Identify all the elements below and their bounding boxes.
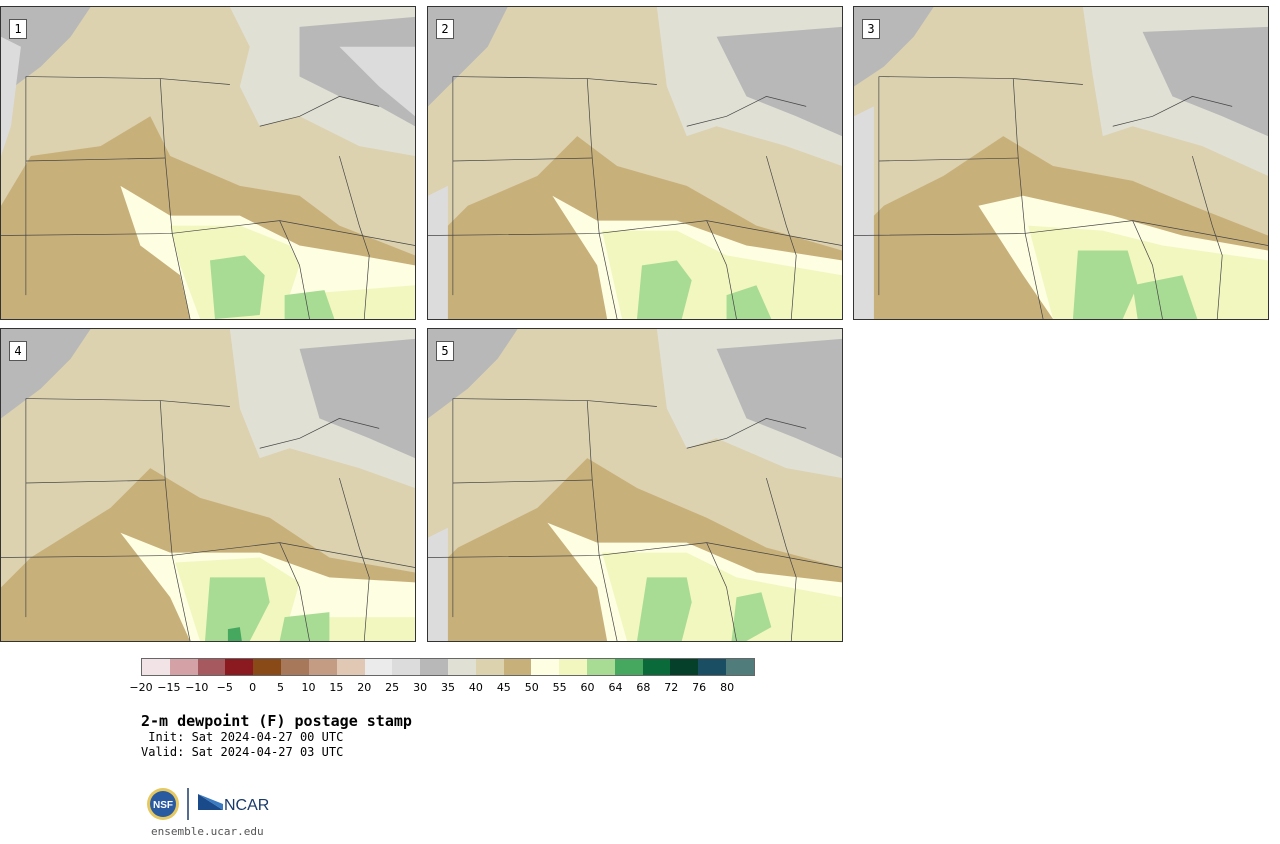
map-panel-1[interactable]: 1 <box>0 6 416 320</box>
map-panel-2[interactable]: 2 <box>427 6 843 320</box>
dewpoint-map-2 <box>428 7 842 319</box>
colorbar-swatch <box>475 659 504 675</box>
colorbar-tick-label: −15 <box>157 681 181 694</box>
colorbar-swatch <box>336 659 365 675</box>
colorbar-tick-label: −20 <box>129 681 153 694</box>
colorbar-swatch <box>225 659 254 675</box>
product-title: 2-m dewpoint (F) postage stamp <box>141 712 412 730</box>
colorbar-tick-label: 0 <box>249 681 257 694</box>
init-time: Init: Sat 2024-04-27 00 UTC <box>141 730 344 744</box>
colorbar-tick-label: 30 <box>413 681 428 694</box>
colorbar-swatch <box>531 659 560 675</box>
map-panel-3[interactable]: 3 <box>853 6 1269 320</box>
colorbar-tick-label: 40 <box>468 681 483 694</box>
nsf-logo-text: NSF <box>153 800 173 811</box>
colorbar-tick-label: 55 <box>552 681 567 694</box>
map-panel-4[interactable]: 4 <box>0 328 416 642</box>
ncar-logo-text: NCAR <box>224 797 269 814</box>
colorbar-swatch <box>559 659 587 675</box>
colorbar-tick-label: 15 <box>329 681 344 694</box>
colorbar-tick-label: 50 <box>524 681 539 694</box>
colorbar-swatch <box>503 659 532 675</box>
colorbar-swatch <box>364 659 393 675</box>
colorbar-swatch <box>698 659 727 675</box>
colorbar <box>141 658 755 676</box>
colorbar-swatch <box>670 659 699 675</box>
panel-number: 5 <box>436 341 454 361</box>
map-panel-5[interactable]: 5 <box>427 328 843 642</box>
valid-time: Valid: Sat 2024-04-27 03 UTC <box>141 745 344 759</box>
colorbar-tick-label: 20 <box>357 681 372 694</box>
colorbar-swatch <box>420 659 448 675</box>
colorbar-swatch <box>614 659 643 675</box>
colorbar-tick-label: 45 <box>496 681 511 694</box>
title-block: 2-m dewpoint (F) postage stamp Init: Sat… <box>141 712 412 760</box>
panel-number: 3 <box>862 19 880 39</box>
colorbar-tick-label: 80 <box>720 681 735 694</box>
dewpoint-map-4 <box>1 329 415 641</box>
colorbar-swatch <box>587 659 615 675</box>
colorbar-tick-label: 5 <box>277 681 285 694</box>
colorbar-tick-label: −5 <box>216 681 233 694</box>
colorbar-tick-label: 76 <box>692 681 707 694</box>
colorbar-swatch <box>281 659 309 675</box>
panel-number: 4 <box>9 341 27 361</box>
colorbar-swatch <box>642 659 671 675</box>
dewpoint-map-1 <box>1 7 415 319</box>
colorbar-tick-label: 60 <box>580 681 595 694</box>
colorbar-tick-label: 72 <box>664 681 679 694</box>
colorbar-swatch <box>169 659 198 675</box>
colorbar-swatch <box>142 659 170 675</box>
colorbar-tick-label: 10 <box>301 681 316 694</box>
colorbar-ticks: −20 −15 −10 −5 0 5 10 15 20 25 30 35 40 45 50 55 60 64 68 7… <box>129 681 755 695</box>
nsf-ncar-logo: NSF NCAR <box>145 786 275 822</box>
dewpoint-map-5 <box>428 329 842 641</box>
colorbar-swatch <box>253 659 282 675</box>
colorbar-tick-label: 64 <box>608 681 623 694</box>
panel-number: 1 <box>9 19 27 39</box>
colorbar-tick-label: −10 <box>185 681 209 694</box>
colorbar-swatch <box>197 659 226 675</box>
dewpoint-map-3 <box>854 7 1268 319</box>
colorbar-tick-label: 35 <box>441 681 455 694</box>
site-url[interactable]: ensemble.ucar.edu <box>151 825 264 838</box>
colorbar-tick-label: 68 <box>636 681 651 694</box>
colorbar-swatch <box>308 659 337 675</box>
colorbar-tick-label: 25 <box>385 681 400 694</box>
panel-number: 2 <box>436 19 454 39</box>
colorbar-swatch <box>447 659 476 675</box>
colorbar-swatch <box>726 659 754 675</box>
colorbar-swatch <box>392 659 421 675</box>
